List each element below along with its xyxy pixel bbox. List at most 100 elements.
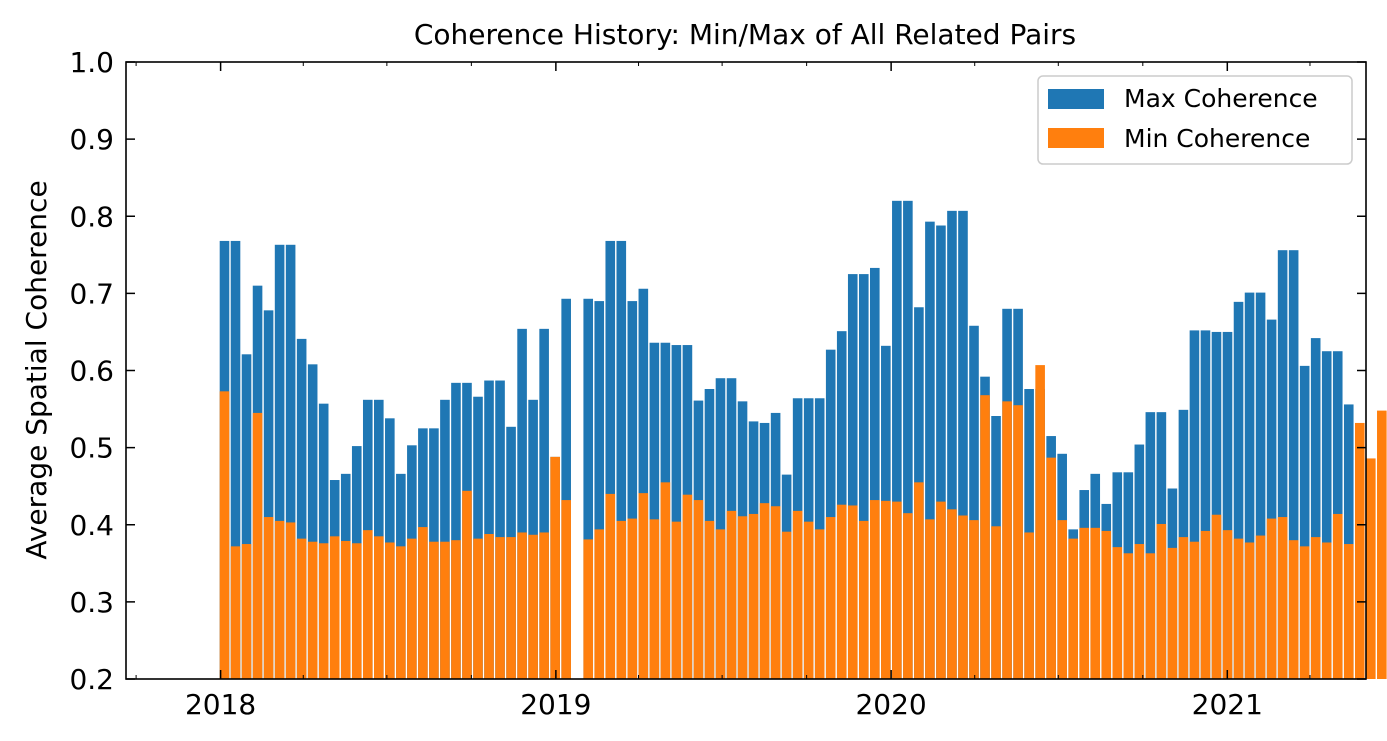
max-coherence-bar [1299,365,1310,679]
y-tick-label: 0.6 [69,355,114,388]
max-coherence-bar [671,345,682,679]
min-coherence-bar [374,536,384,679]
min-coherence-bar [1211,514,1222,679]
min-coherence-bar [1068,538,1078,679]
min-coherence-bar [748,513,759,679]
plot-frame [125,61,1367,680]
min-coherence-bar [1354,422,1365,679]
max-coherence-bar [263,310,274,679]
y-tick-label: 0.2 [69,663,114,696]
min-coherence-bar [660,482,671,679]
max-coherence-bar [1233,301,1244,679]
min-coherence-bar [550,456,560,679]
min-coherence-bar [781,531,792,679]
min-coherence-bar [836,504,847,679]
min-coherence-bar [1035,365,1045,679]
min-coherence-bar [792,510,803,679]
min-coherence-bar [914,482,924,679]
min-coherence-bar [1332,513,1343,679]
min-coherence-bar [473,538,483,679]
min-coherence-bar [407,538,417,679]
max-coherence-bar [495,380,505,679]
min-coherence-bar [671,521,682,679]
min-coherence-bar [1277,517,1288,679]
min-coherence-bar [219,391,230,679]
min-coherence-bar [1002,401,1012,679]
min-coherence-bar [1101,530,1112,679]
min-coherence-bar [803,521,814,679]
min-coherence-bar [991,526,1001,679]
y-axis-label: Average Spatial Coherence [20,180,53,559]
max-coherence-bar [1343,404,1354,679]
max-coherence-bar [1310,338,1321,679]
max-coherence-bar [230,240,241,679]
min-coherence-bar [1288,540,1299,679]
max-coherence-bar [936,225,946,679]
min-coherence-bar [340,540,351,679]
min-coherence-bar [396,546,406,679]
y-tick-label: 0.9 [69,123,114,156]
min-coherence-bar [1366,458,1376,679]
min-coherence-bar [329,536,340,679]
min-coherence-bar [495,537,505,679]
min-coherence-bar [892,501,902,679]
max-coherence-bar [440,399,450,679]
min-coherence-bar [759,503,770,679]
min-coherence-bar [1200,530,1211,679]
min-coherence-bar [847,505,858,679]
min-coherence-bar [649,519,660,679]
max-coherence-bar [605,240,616,679]
min-coherence-bar [870,500,880,679]
x-tick-label: 2020 [855,688,926,721]
min-coherence-bar [528,534,538,679]
min-coherence-bar [429,541,439,679]
legend-swatch-max [1048,89,1104,109]
min-coherence-bar [517,532,527,679]
max-coherence-bar [892,200,902,679]
min-coherence-bar [285,522,296,679]
max-coherence-bar [473,396,483,679]
min-coherence-bar [1321,542,1332,679]
max-coherence-bar [318,403,329,679]
max-coherence-bar [484,380,494,679]
y-tick-label: 0.4 [69,509,114,542]
min-coherence-bar [1123,553,1134,679]
min-coherence-bar [1178,537,1189,679]
min-coherence-bar [605,493,616,679]
max-coherence-bar [1277,250,1288,679]
min-coherence-bar [241,544,252,679]
min-coherence-bar [616,520,627,679]
min-coherence-bar [362,530,373,679]
max-coherence-bar [583,298,594,679]
min-coherence-bar [903,513,913,679]
min-coherence-bar [682,494,693,679]
min-coherence-bar [1013,405,1023,679]
min-coherence-bar [506,537,516,679]
max-coherence-bar [1321,351,1332,679]
max-coherence-bar [649,342,660,679]
min-coherence-bar [858,520,869,679]
axis-ticks: 0.2 0.3 0.4 0.5 0.6 0.7 0.8 0.9 1.0 2018 2019 2020 2… [69,46,1366,721]
min-coherence-bar [814,529,825,679]
max-coherence-bar [241,354,252,679]
min-coherence-bar [1057,520,1067,679]
x-tick-label: 2018 [185,688,256,721]
max-coherence-bar [1288,250,1299,679]
max-coherence-bar [825,349,836,679]
max-coherence-bar [627,301,638,679]
max-coherence-bar [638,288,649,679]
min-coherence-bar [561,500,571,679]
min-coherence-bar [484,534,494,679]
max-coherence-bar [947,210,957,679]
max-coherence-bar [903,200,913,679]
min-coherence-bar [1134,544,1145,679]
max-coherence-bar [1222,331,1233,679]
x-tick-label: 2021 [1192,688,1263,721]
min-coherence-bar [693,500,704,679]
min-coherence-bar [230,546,241,679]
chart-title: Coherence History: Min/Max of All Relate… [414,18,1076,51]
min-coherence-bars [219,365,1387,679]
min-coherence-bar [881,500,891,679]
max-coherence-bar [307,364,318,679]
min-coherence-bar [958,515,968,679]
